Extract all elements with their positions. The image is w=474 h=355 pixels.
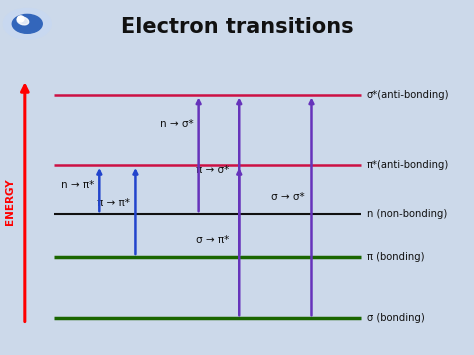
Ellipse shape (17, 17, 29, 25)
Ellipse shape (3, 9, 51, 39)
Text: Electron transitions: Electron transitions (121, 17, 353, 37)
Text: π → σ*: π → σ* (196, 165, 229, 175)
Text: ENERGY: ENERGY (5, 179, 15, 225)
Text: π (bonding): π (bonding) (366, 252, 424, 262)
Text: σ (bonding): σ (bonding) (366, 313, 424, 323)
Text: π → π*: π → π* (97, 198, 130, 208)
Circle shape (18, 16, 24, 22)
Text: σ → σ*: σ → σ* (271, 192, 304, 202)
Text: n → π*: n → π* (61, 180, 94, 190)
Text: σ → π*: σ → π* (196, 235, 229, 245)
Text: n → σ*: n → σ* (160, 119, 194, 129)
Text: π*(anti-bonding): π*(anti-bonding) (366, 160, 449, 170)
Ellipse shape (12, 15, 42, 33)
Text: σ*(anti-bonding): σ*(anti-bonding) (366, 90, 449, 100)
Text: n (non-bonding): n (non-bonding) (366, 209, 447, 219)
